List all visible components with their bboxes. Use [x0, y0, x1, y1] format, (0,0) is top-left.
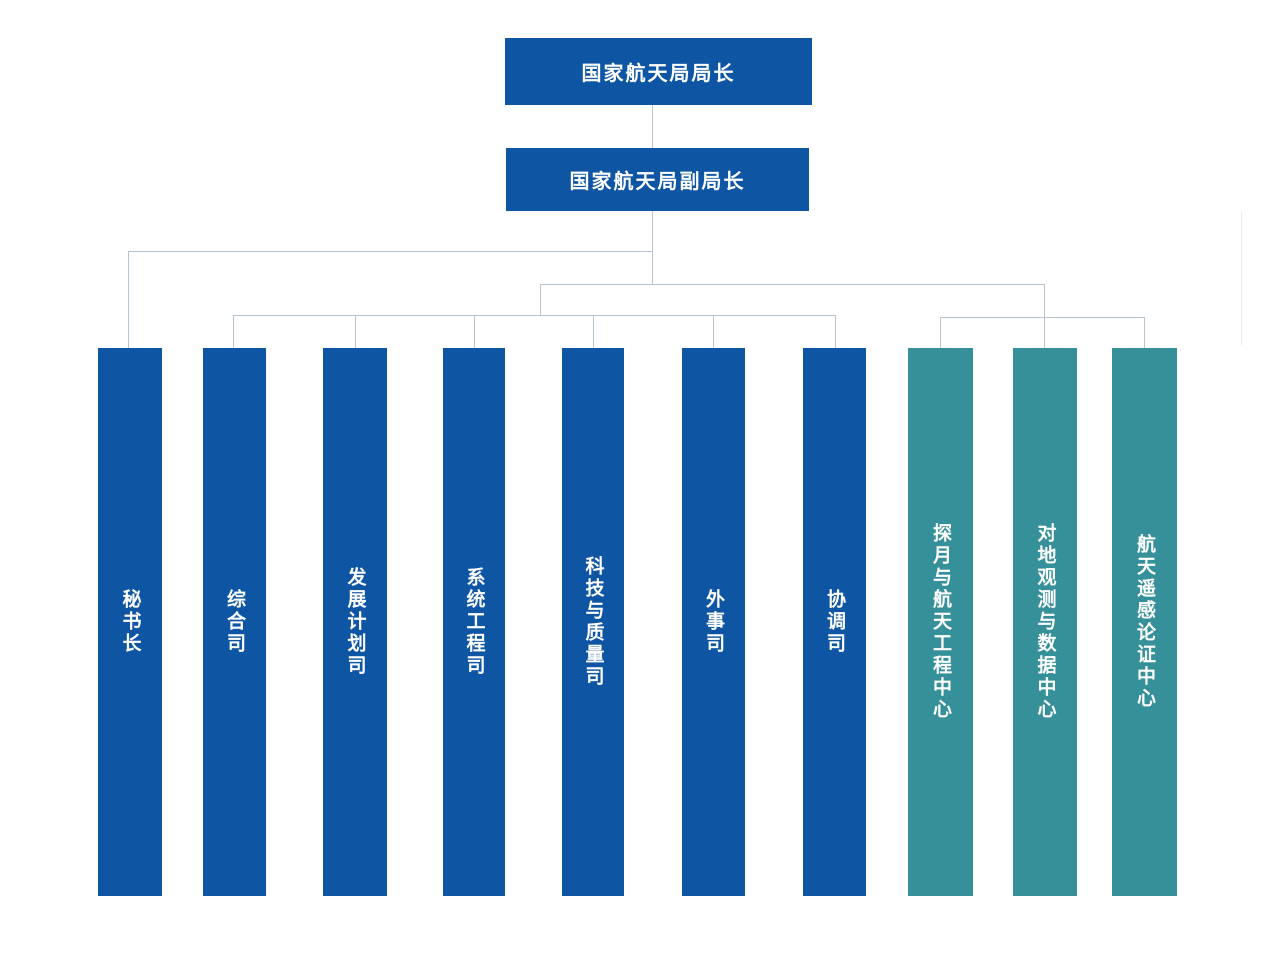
connector-stub	[474, 315, 475, 348]
connector-stub	[835, 315, 836, 348]
connector-secretary-drop	[128, 251, 129, 348]
connector-faint-artifact	[1241, 212, 1242, 345]
org-node-column-label: 秘书长	[119, 589, 141, 655]
org-node-column-label: 协调司	[824, 589, 845, 655]
connector-stub	[233, 315, 234, 348]
org-node-director: 国家航天局局长	[505, 38, 812, 105]
org-node-column-9: 对地观测与数据中心	[1013, 348, 1077, 896]
connector-stub	[1144, 317, 1145, 348]
connector-director-deputy	[652, 105, 653, 148]
connector-stub	[355, 315, 356, 348]
org-node-column-label: 外事司	[703, 589, 724, 655]
org-node-column-label: 综合司	[224, 589, 245, 655]
org-node-column-label: 对地观测与数据中心	[1034, 523, 1056, 721]
connector-stub	[593, 315, 594, 348]
org-node-column-label: 航天遥感论证中心	[1134, 534, 1155, 710]
org-node-column-6: 外事司	[682, 348, 745, 896]
connector-level-b-left-drop	[540, 284, 541, 315]
org-node-column-5: 科技与质量司	[562, 348, 624, 896]
org-node-column-4: 系统工程司	[443, 348, 505, 896]
org-node-column-8: 探月与航天工程中心	[908, 348, 973, 896]
connector-level-a-horizontal	[128, 251, 653, 252]
connector-stub	[940, 317, 941, 348]
org-node-deputy: 国家航天局副局长	[506, 148, 809, 211]
org-node-director-label: 国家航天局局长	[581, 63, 736, 85]
org-node-column-label: 科技与质量司	[582, 556, 604, 688]
org-node-column-label: 系统工程司	[463, 567, 485, 677]
org-node-column-2: 综合司	[203, 348, 266, 896]
org-node-column-3: 发展计划司	[323, 348, 387, 896]
org-node-column-7: 协调司	[803, 348, 866, 896]
org-node-column-label: 发展计划司	[344, 567, 366, 677]
org-node-column-1: 秘书长	[98, 348, 162, 896]
connector-level-b-right-drop	[1044, 284, 1045, 348]
connector-level-b-horizontal	[540, 284, 1045, 285]
connector-stub	[713, 315, 714, 348]
org-node-column-label: 探月与航天工程中心	[930, 523, 951, 721]
connector-deputy-drop	[652, 211, 653, 284]
connector-level-d-horizontal	[940, 317, 1145, 318]
connector-level-c-horizontal	[233, 315, 836, 316]
org-node-column-10: 航天遥感论证中心	[1112, 348, 1177, 896]
org-node-deputy-label: 国家航天局副局长	[569, 171, 746, 193]
